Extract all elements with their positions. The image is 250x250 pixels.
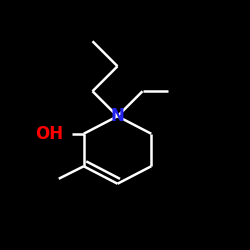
Text: N: N xyxy=(110,107,124,125)
Text: OH: OH xyxy=(35,125,63,143)
